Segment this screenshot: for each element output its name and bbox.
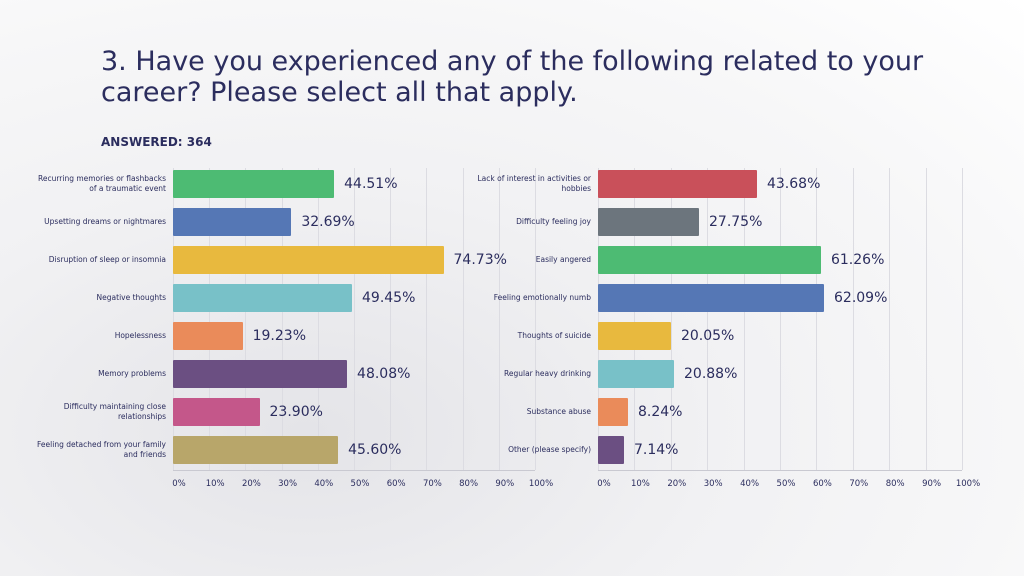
- grid-line: [426, 168, 428, 470]
- bar: [598, 170, 757, 198]
- bar: [173, 170, 335, 198]
- grid-line: [390, 168, 392, 470]
- category-label: Substance abuse: [526, 407, 591, 416]
- bar: [598, 322, 671, 350]
- bar: [173, 436, 339, 464]
- bar: [173, 208, 292, 236]
- x-tick-label: 70%: [422, 479, 442, 489]
- grid-line: [462, 168, 464, 470]
- x-tick-label: 60%: [812, 479, 832, 489]
- bar: [173, 398, 260, 426]
- x-tick-label: 40%: [314, 479, 334, 489]
- category-label: Disruption of sleep or insomnia: [48, 255, 166, 264]
- bar: [598, 436, 624, 464]
- x-tick-label: 100%: [955, 479, 981, 489]
- value-label: 43.68%: [766, 176, 821, 192]
- bar: [173, 284, 352, 312]
- x-tick-label: 10%: [630, 479, 650, 489]
- x-tick-label: 40%: [740, 479, 760, 489]
- value-label: 62.09%: [834, 290, 888, 306]
- value-label: 44.51%: [344, 176, 398, 192]
- category-label: Hopelessness: [114, 331, 166, 340]
- category-label: Memory problems: [98, 369, 166, 378]
- grid-line: [852, 168, 854, 470]
- grid-line: [173, 168, 174, 470]
- category-label: Upsetting dreams or nightmares: [44, 217, 166, 226]
- category-label: Regular heavy drinking: [504, 369, 591, 378]
- grid-line: [498, 168, 500, 470]
- slide-title: 3. Have you experienced any of the follo…: [101, 46, 924, 108]
- value-label: 61.26%: [830, 252, 885, 268]
- x-tick-label: 0%: [172, 479, 186, 489]
- grid-line: [317, 168, 319, 470]
- grid-line: [634, 168, 636, 470]
- grid-line: [743, 168, 745, 470]
- x-tick-label: 80%: [459, 479, 479, 489]
- x-axis: [598, 470, 962, 471]
- x-tick-label: 30%: [278, 479, 298, 489]
- value-label: 48.08%: [357, 366, 411, 382]
- category-label: Negative thoughts: [96, 293, 166, 302]
- x-tick-label: 90%: [922, 479, 942, 489]
- grid-line: [598, 168, 599, 470]
- bar: [173, 322, 243, 350]
- grid-line: [962, 168, 963, 470]
- x-tick-label: 50%: [350, 479, 370, 489]
- bar: [598, 360, 674, 388]
- category-label: Other (please specify): [508, 445, 591, 454]
- value-label: 74.73%: [453, 252, 507, 268]
- bar: [173, 360, 348, 388]
- bar: [598, 208, 699, 236]
- x-tick-label: 10%: [205, 479, 225, 489]
- value-label: 20.88%: [684, 366, 738, 382]
- bar: [598, 398, 628, 426]
- x-tick-label: 90%: [495, 479, 515, 489]
- x-tick-label: 100%: [528, 479, 554, 489]
- grid-line: [707, 168, 709, 470]
- grid-line: [889, 168, 891, 470]
- grid-line: [780, 168, 781, 470]
- category-label: Lack of interest in activities or hobbie…: [477, 174, 592, 193]
- category-label: Recurring memories or flashbacks of a tr…: [37, 174, 166, 193]
- x-tick-label: 80%: [885, 479, 905, 489]
- grid-line: [245, 168, 247, 470]
- grid-line: [816, 168, 818, 470]
- value-label: 32.69%: [301, 214, 355, 230]
- value-label: 27.75%: [709, 214, 763, 230]
- grid-line: [670, 168, 672, 470]
- bar: [173, 246, 444, 274]
- grid-line: [281, 168, 283, 470]
- category-label: Feeling detached from your family and fr…: [37, 440, 166, 459]
- x-tick-label: 0%: [597, 479, 611, 489]
- grid-line: [535, 168, 536, 470]
- category-label: Feeling emotionally numb: [493, 293, 591, 302]
- category-label: Thoughts of suicide: [517, 331, 591, 340]
- x-tick-label: 20%: [241, 479, 261, 489]
- x-tick-label: 50%: [776, 479, 796, 489]
- value-label: 20.05%: [680, 328, 735, 344]
- x-tick-label: 60%: [386, 479, 406, 489]
- value-label: 7.14%: [633, 442, 679, 458]
- value-label: 23.90%: [269, 404, 323, 420]
- grid-line: [354, 168, 355, 470]
- bar: [598, 246, 821, 274]
- value-label: 8.24%: [637, 404, 683, 420]
- category-label: Difficulty feeling joy: [516, 217, 591, 226]
- grid-line: [925, 168, 927, 470]
- x-tick-label: 70%: [849, 479, 869, 489]
- category-label: Difficulty maintaining close relationshi…: [63, 402, 166, 421]
- bar: [598, 284, 824, 312]
- x-tick-label: 30%: [703, 479, 723, 489]
- category-label: Easily angered: [535, 255, 591, 264]
- x-axis: [173, 470, 535, 471]
- value-label: 49.45%: [362, 290, 416, 306]
- x-tick-label: 20%: [667, 479, 687, 489]
- value-label: 45.60%: [348, 442, 402, 458]
- answered-count: ANSWERED: 364: [101, 135, 212, 149]
- value-label: 19.23%: [252, 328, 306, 344]
- grid-line: [209, 168, 211, 470]
